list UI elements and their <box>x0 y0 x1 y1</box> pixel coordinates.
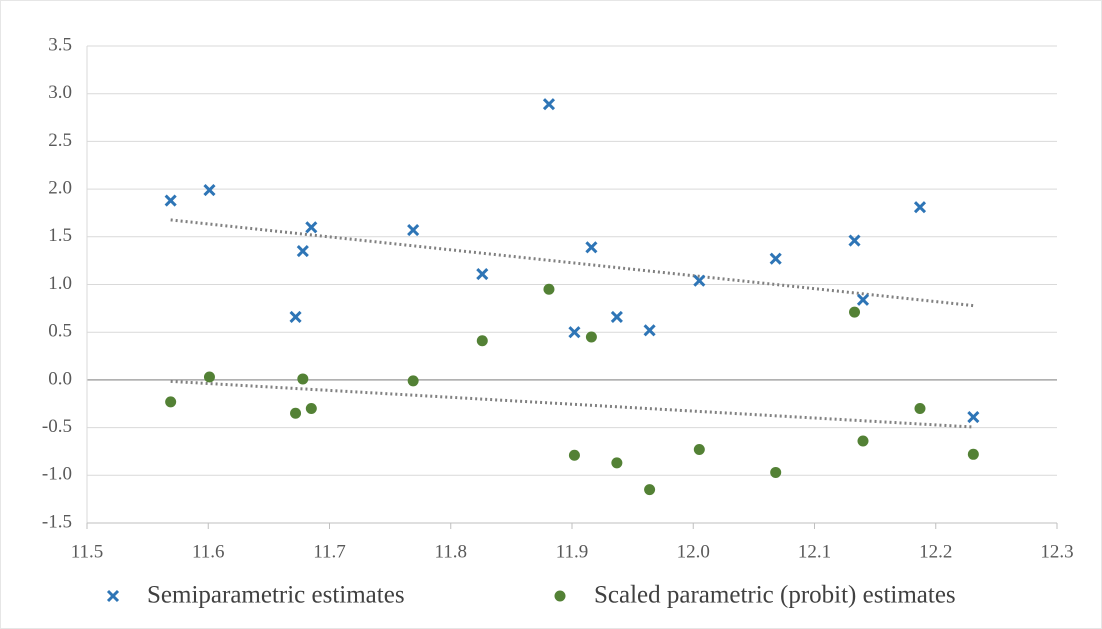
point-stroke <box>296 245 309 258</box>
y-tick-label: 0.0 <box>48 368 72 389</box>
y-tick-label: -0.5 <box>42 416 72 437</box>
point <box>165 396 177 408</box>
y-tick-label: -1.5 <box>42 511 72 532</box>
x-tick-label: 12.3 <box>1040 541 1073 562</box>
point-stroke <box>856 293 870 306</box>
point-stroke <box>203 183 216 197</box>
point-stroke <box>542 98 556 111</box>
point <box>203 183 216 197</box>
x-tick-label: 12.2 <box>919 541 952 562</box>
y-tick-label: 3.5 <box>48 34 72 55</box>
point <box>585 331 597 343</box>
point <box>305 221 318 234</box>
point <box>568 449 580 461</box>
point-stroke <box>769 252 782 265</box>
point <box>856 293 870 306</box>
point-stroke <box>643 324 656 337</box>
point-stroke <box>967 411 980 424</box>
point <box>305 403 317 415</box>
x-tick-label: 11.8 <box>434 541 467 562</box>
point <box>967 411 980 424</box>
x-tick-label: 11.6 <box>192 541 225 562</box>
x-tick-label: 12.1 <box>798 541 831 562</box>
trendline <box>170 379 974 429</box>
point <box>857 435 869 447</box>
point <box>848 234 861 247</box>
point <box>164 194 177 207</box>
point-stroke <box>585 241 598 254</box>
y-tick-label: 1.0 <box>48 273 72 294</box>
point <box>849 306 861 318</box>
y-tick-label: 2.5 <box>48 130 72 151</box>
point-stroke <box>848 234 861 247</box>
point <box>611 457 623 469</box>
point <box>643 324 656 337</box>
point-stroke <box>164 194 177 207</box>
point-stroke <box>693 274 706 287</box>
point <box>585 241 598 254</box>
point <box>407 375 419 387</box>
point <box>914 403 926 415</box>
point <box>290 407 302 419</box>
point <box>476 267 489 281</box>
point <box>769 252 782 265</box>
point <box>297 373 309 385</box>
y-tick-label: 0.5 <box>48 321 72 342</box>
point-stroke <box>289 310 302 323</box>
legend-label: Semiparametric estimates <box>147 582 405 609</box>
point <box>693 274 706 287</box>
legend-marker <box>106 589 120 603</box>
point <box>967 448 979 460</box>
point <box>913 201 927 214</box>
x-tick-label: 11.5 <box>71 541 104 562</box>
point-stroke <box>407 224 420 237</box>
point-stroke <box>106 589 120 603</box>
y-tick-label: 2.0 <box>48 177 72 198</box>
point-stroke <box>476 267 489 281</box>
legend-marker <box>554 590 566 602</box>
point <box>542 98 556 111</box>
point <box>289 310 302 323</box>
point-stroke <box>305 221 318 234</box>
point <box>543 283 555 295</box>
point <box>693 444 705 456</box>
y-tick-label: 1.5 <box>48 225 72 246</box>
point-stroke <box>568 326 581 339</box>
x-tick-label: 12.0 <box>677 541 710 562</box>
x-tick-label: 11.9 <box>556 541 589 562</box>
y-tick-label: -1.0 <box>42 464 72 485</box>
point <box>568 326 581 339</box>
point <box>476 335 488 347</box>
point <box>770 466 782 478</box>
point <box>644 484 656 496</box>
point <box>203 371 215 383</box>
point <box>610 310 623 323</box>
legend-label: Scaled parametric (probit) estimates <box>594 582 956 609</box>
point <box>296 245 309 258</box>
point <box>407 224 420 237</box>
point-stroke <box>913 201 927 214</box>
x-tick-label: 11.7 <box>313 541 346 562</box>
point-stroke <box>610 310 623 323</box>
y-tick-label: 3.0 <box>48 82 72 103</box>
